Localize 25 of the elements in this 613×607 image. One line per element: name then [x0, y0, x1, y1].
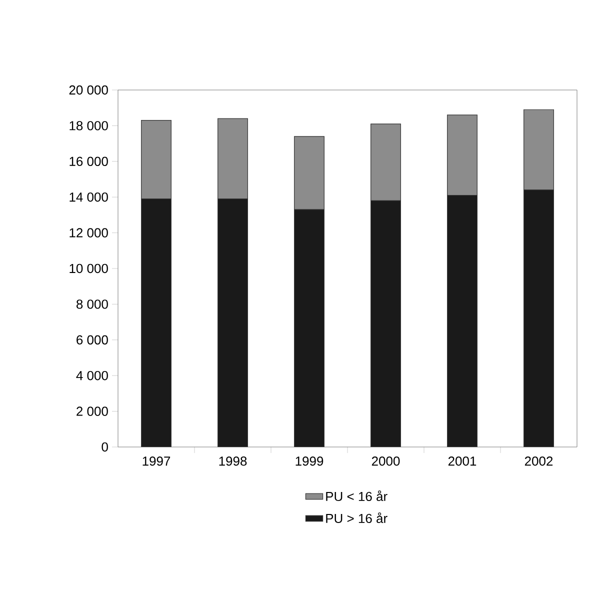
- bar: [370, 200, 401, 447]
- y-tick-label: 20 000: [69, 85, 108, 95]
- x-tick-label: 1998: [219, 456, 247, 466]
- x-tick-label: 2002: [524, 456, 553, 466]
- y-tick-label: 16 000: [70, 156, 108, 166]
- bar: [524, 190, 554, 447]
- x-tick-label: 2001: [448, 456, 476, 466]
- y-tick-label: 4 000: [76, 370, 108, 380]
- y-tick-label: 6 000: [76, 335, 108, 344]
- x-tick-label: 1999: [296, 456, 324, 466]
- y-tick-label: 2 000: [76, 406, 108, 416]
- legend-label: PU > 16 år: [326, 512, 388, 524]
- bar: [294, 209, 324, 447]
- y-tick-label: 10 000: [70, 264, 108, 274]
- bar: [141, 198, 172, 447]
- y-tick-label: 18 000: [70, 121, 108, 130]
- bar: [447, 195, 478, 447]
- bar: [218, 198, 248, 447]
- y-tick-label: 12 000: [70, 228, 108, 238]
- y-tick-label: 0: [102, 442, 108, 452]
- y-tick-label: 14 000: [70, 192, 108, 202]
- legend-label: PU < 16 år: [326, 490, 388, 502]
- x-tick-label: 1997: [142, 456, 170, 466]
- y-tick-label: 8 000: [76, 300, 108, 309]
- x-tick-label: 2000: [372, 456, 400, 466]
